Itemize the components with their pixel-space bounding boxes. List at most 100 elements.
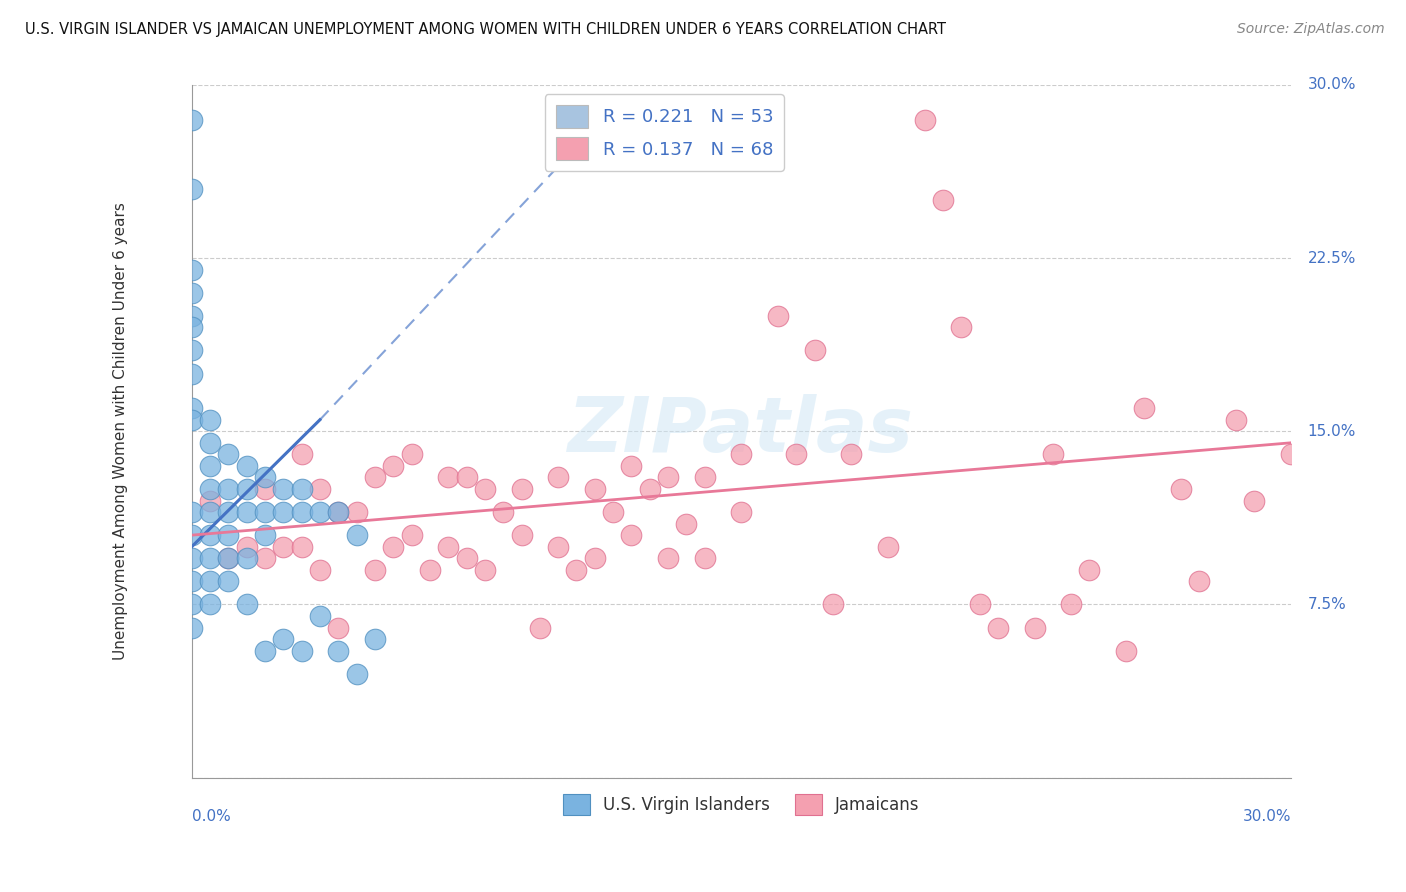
Point: [364, 632, 387, 646]
Point: [382, 458, 405, 473]
Point: [198, 505, 221, 519]
Point: [657, 551, 679, 566]
Text: Source: ZipAtlas.com: Source: ZipAtlas.com: [1237, 22, 1385, 37]
Point: [766, 309, 789, 323]
Point: [254, 482, 277, 496]
Point: [254, 505, 277, 519]
Point: [309, 505, 332, 519]
Text: U.S. VIRGIN ISLANDER VS JAMAICAN UNEMPLOYMENT AMONG WOMEN WITH CHILDREN UNDER 6 : U.S. VIRGIN ISLANDER VS JAMAICAN UNEMPLO…: [25, 22, 946, 37]
Point: [180, 367, 202, 381]
Point: [198, 598, 221, 612]
Point: [273, 540, 295, 554]
Point: [180, 620, 202, 634]
Point: [456, 470, 478, 484]
Point: [602, 505, 624, 519]
Text: 7.5%: 7.5%: [1308, 597, 1346, 612]
Point: [730, 505, 752, 519]
Point: [583, 551, 606, 566]
Point: [1170, 482, 1192, 496]
Point: [1078, 563, 1101, 577]
Point: [987, 620, 1010, 634]
Point: [235, 540, 257, 554]
Point: [273, 632, 295, 646]
Point: [291, 643, 314, 657]
Point: [180, 528, 202, 542]
Point: [821, 598, 844, 612]
Point: [401, 447, 423, 461]
Point: [969, 598, 991, 612]
Legend: U.S. Virgin Islanders, Jamaicans: U.S. Virgin Islanders, Jamaicans: [557, 788, 927, 822]
Point: [254, 470, 277, 484]
Point: [785, 447, 807, 461]
Point: [693, 551, 716, 566]
Point: [235, 458, 257, 473]
Point: [235, 598, 257, 612]
Point: [638, 482, 661, 496]
Point: [565, 563, 588, 577]
Point: [180, 285, 202, 300]
Point: [180, 112, 202, 127]
Point: [217, 447, 239, 461]
Point: [346, 505, 368, 519]
Point: [198, 574, 221, 589]
Point: [839, 447, 862, 461]
Point: [346, 528, 368, 542]
Point: [180, 182, 202, 196]
Point: [803, 343, 825, 358]
Text: 15.0%: 15.0%: [1308, 424, 1355, 439]
Point: [474, 482, 496, 496]
Point: [346, 666, 368, 681]
Point: [198, 458, 221, 473]
Point: [198, 482, 221, 496]
Text: 30.0%: 30.0%: [1243, 809, 1291, 823]
Point: [254, 551, 277, 566]
Point: [583, 482, 606, 496]
Point: [620, 528, 643, 542]
Point: [180, 551, 202, 566]
Point: [291, 482, 314, 496]
Point: [1188, 574, 1211, 589]
Point: [547, 540, 569, 554]
Point: [309, 563, 332, 577]
Point: [914, 112, 936, 127]
Point: [180, 413, 202, 427]
Point: [1243, 493, 1265, 508]
Point: [730, 447, 752, 461]
Point: [180, 574, 202, 589]
Point: [198, 528, 221, 542]
Point: [198, 435, 221, 450]
Point: [877, 540, 900, 554]
Point: [273, 482, 295, 496]
Point: [198, 551, 221, 566]
Point: [657, 470, 679, 484]
Text: 0.0%: 0.0%: [191, 809, 231, 823]
Point: [437, 470, 460, 484]
Point: [1115, 643, 1137, 657]
Point: [1042, 447, 1064, 461]
Point: [932, 194, 955, 208]
Point: [180, 320, 202, 334]
Point: [693, 470, 716, 484]
Point: [180, 343, 202, 358]
Point: [364, 470, 387, 484]
Point: [217, 505, 239, 519]
Point: [217, 482, 239, 496]
Text: ZIPatlas: ZIPatlas: [568, 394, 914, 468]
Point: [180, 401, 202, 416]
Point: [309, 609, 332, 624]
Point: [620, 458, 643, 473]
Point: [950, 320, 973, 334]
Point: [291, 447, 314, 461]
Point: [401, 528, 423, 542]
Point: [547, 470, 569, 484]
Point: [364, 563, 387, 577]
Point: [328, 505, 350, 519]
Text: 30.0%: 30.0%: [1308, 78, 1355, 93]
Point: [254, 643, 277, 657]
Point: [328, 620, 350, 634]
Point: [217, 574, 239, 589]
Point: [198, 413, 221, 427]
Point: [456, 551, 478, 566]
Point: [437, 540, 460, 554]
Point: [291, 540, 314, 554]
